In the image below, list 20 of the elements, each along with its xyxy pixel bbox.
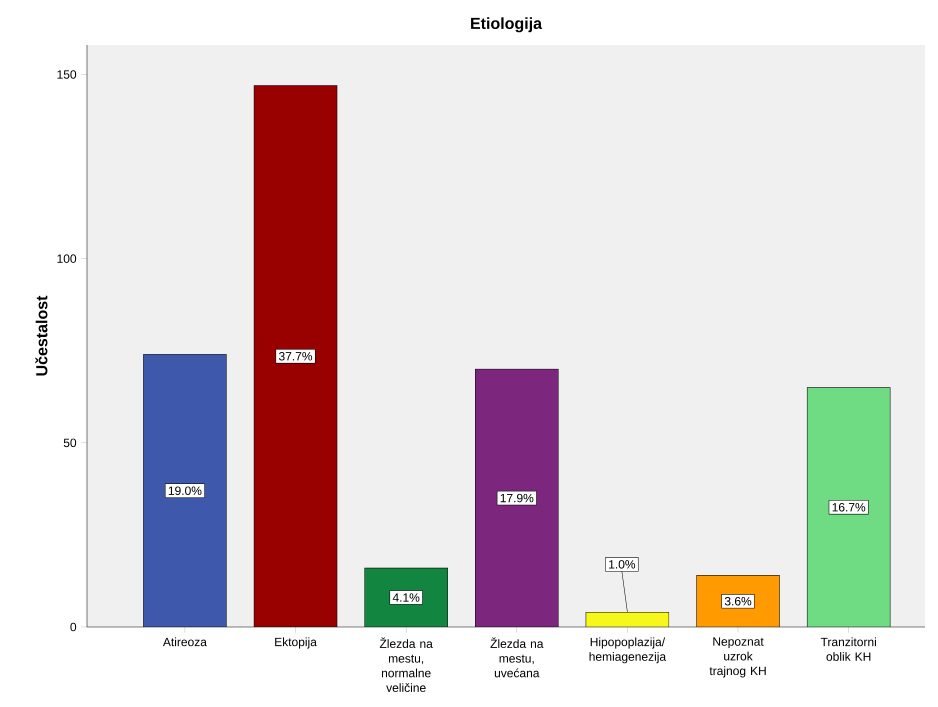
annotation: 16.7% [832,503,866,512]
x-tick-label: Atireoza [162,637,207,646]
y-axis-title: Učestalost [35,296,48,376]
chart-title: Etiologija [471,17,542,32]
annotation: 17.9% [500,494,534,502]
y-tick-label: 50 [64,438,76,448]
x-tick-label: Hipopoplazija/ hemiagenezija [590,637,666,664]
y-tick-label: 150 [58,70,76,79]
x-tick-label: Žlezda na mestu, uvećana [490,637,544,678]
y-tick-label: 0 [70,622,76,632]
x-tick-label: Ektopija [275,637,317,649]
y-tick-label: 100 [58,254,76,263]
x-tick-label: Tranzitorni oblik KH [820,637,876,661]
annotation: 1.0% [609,560,636,569]
annotation: 19.0% [168,486,202,495]
annotation: 4.1% [392,593,420,602]
annotation: 37.7% [278,352,312,361]
annotation: 3.6% [724,596,752,606]
x-tick-label: Nepoznat uzrok trajnog KH [710,637,766,678]
x-tick-label: Žlezda na mestu, normalne veličine [380,637,433,692]
